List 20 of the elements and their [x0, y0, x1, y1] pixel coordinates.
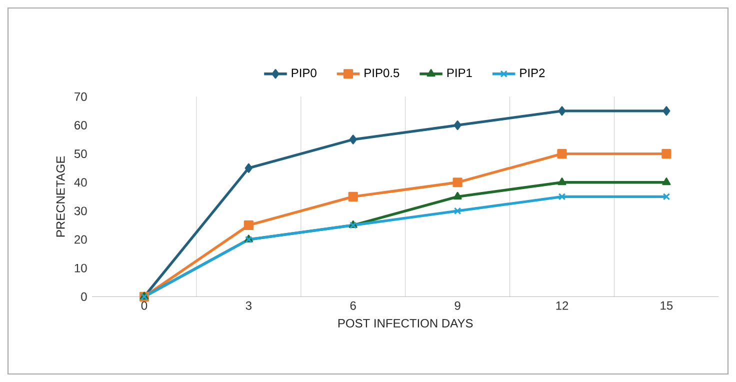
x-tick-label: 9: [454, 301, 460, 310]
y-tick-label: 40: [74, 178, 87, 187]
legend-label: PIP2: [520, 68, 545, 78]
x-tick-label: 3: [246, 301, 252, 310]
y-tick-label: 60: [74, 120, 87, 130]
x-tick-label: 0: [141, 301, 148, 310]
y-axis-title: PRECNETAGE: [56, 156, 65, 237]
legend-label: PIP0.5: [364, 68, 400, 78]
y-tick-label: 20: [74, 235, 87, 244]
y-tick-label: 50: [74, 150, 87, 158]
y-tick-label: 10: [74, 264, 87, 272]
y-tick-label: 30: [74, 206, 87, 216]
legend-label: PIP0: [292, 68, 316, 78]
x-tick-label: 6: [350, 301, 356, 310]
y-tick-label: 70: [74, 92, 87, 101]
x-tick-label: 15: [660, 301, 673, 310]
x-tick-label: 12: [556, 301, 568, 310]
x-axis-title: POST INFECTION DAYS: [338, 319, 473, 328]
y-tick-label: 0: [81, 292, 87, 301]
legend-label: PIP1: [447, 68, 472, 78]
